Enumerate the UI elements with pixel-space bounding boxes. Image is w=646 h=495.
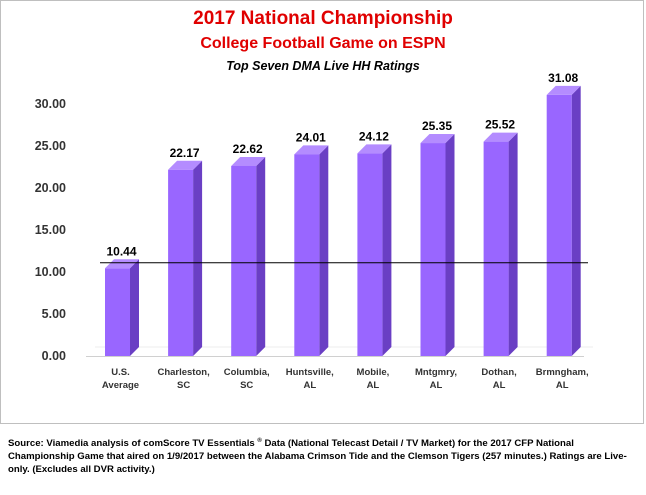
bar-top [546, 85, 581, 95]
x-tick-label: Mobile, [357, 367, 390, 378]
y-tick-label: 30.00 [35, 97, 66, 111]
bar-top [357, 144, 392, 154]
x-tick-label: AL [367, 380, 380, 391]
bar-side [571, 85, 581, 356]
bar-side [193, 160, 203, 356]
source-text-2: Data (National Telecast Detail / TV Mark… [8, 438, 627, 476]
bar [483, 141, 509, 356]
bar [294, 154, 320, 356]
data-label: 25.52 [485, 118, 515, 132]
bar-top [231, 156, 266, 166]
y-tick-label: 10.00 [35, 265, 66, 279]
bar-top [483, 132, 518, 142]
x-tick-label: AL [303, 380, 316, 391]
x-tick-label: Brmngham, [536, 367, 589, 378]
bar [231, 165, 257, 356]
y-tick-label: 15.00 [35, 223, 66, 237]
source-note: Source: Viamedia analysis of comScore TV… [8, 435, 638, 476]
chart-frame [0, 0, 644, 424]
y-tick-label: 0.00 [42, 349, 66, 363]
chart-title: 2017 National Championship [193, 8, 453, 29]
bar-chart: 0.00 5.00 10.00 15.00 20.00 25.00 30.00 10.44 U.… [35, 71, 593, 391]
bar-side [256, 156, 266, 356]
bar-top [420, 134, 455, 144]
y-tick-label: 20.00 [35, 181, 66, 195]
data-label: 22.62 [233, 142, 263, 156]
bar [357, 153, 383, 356]
data-label: 25.35 [422, 119, 452, 133]
data-label: 24.12 [359, 129, 389, 143]
chart-subtitle-secondary: Top Seven DMA Live HH Ratings [226, 59, 420, 73]
x-tick-label: SC [240, 380, 253, 391]
source-text-1: Source: Viamedia analysis of comScore TV… [8, 438, 258, 450]
data-label: 24.01 [296, 130, 326, 144]
bar-side [319, 145, 329, 356]
bar-side [445, 134, 455, 356]
chart-subtitle: College Football Game on ESPN [200, 35, 446, 52]
y-tick-label: 5.00 [42, 307, 66, 321]
bar-top [168, 160, 203, 170]
x-tick-label: SC [177, 380, 190, 391]
x-tick-label: AL [430, 380, 443, 391]
bar [546, 94, 572, 356]
bar-top [105, 259, 139, 269]
y-tick-label: 25.00 [35, 139, 66, 153]
registered-mark: ® [257, 438, 262, 444]
bar-side [382, 144, 392, 356]
bar-top [294, 145, 329, 155]
bar-side [130, 259, 139, 356]
bar [420, 143, 446, 356]
x-tick-label: Average [102, 380, 139, 391]
bar-side [508, 132, 518, 356]
x-tick-label: Mntgmry, [415, 367, 457, 378]
x-tick-label: AL [556, 380, 569, 391]
x-tick-label: AL [493, 380, 506, 391]
bar [105, 268, 130, 356]
x-tick-label: Huntsville, [286, 367, 334, 378]
data-label: 22.17 [170, 146, 200, 160]
data-label: 31.08 [548, 71, 578, 85]
data-label: 10.44 [106, 244, 136, 258]
x-tick-label: Columbia, [224, 367, 270, 378]
x-tick-label: Charleston, [157, 367, 209, 378]
x-tick-label: Dothan, [481, 367, 516, 378]
x-tick-label: U.S. [111, 367, 129, 378]
